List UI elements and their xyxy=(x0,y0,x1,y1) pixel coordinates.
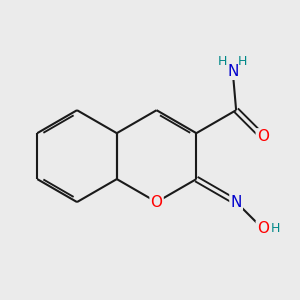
Text: H: H xyxy=(271,222,280,235)
Text: O: O xyxy=(257,221,269,236)
Text: H: H xyxy=(238,55,248,68)
Text: O: O xyxy=(257,129,269,144)
Text: N: N xyxy=(227,64,238,79)
Text: N: N xyxy=(230,195,242,210)
Text: O: O xyxy=(151,195,163,210)
Text: H: H xyxy=(218,55,227,68)
